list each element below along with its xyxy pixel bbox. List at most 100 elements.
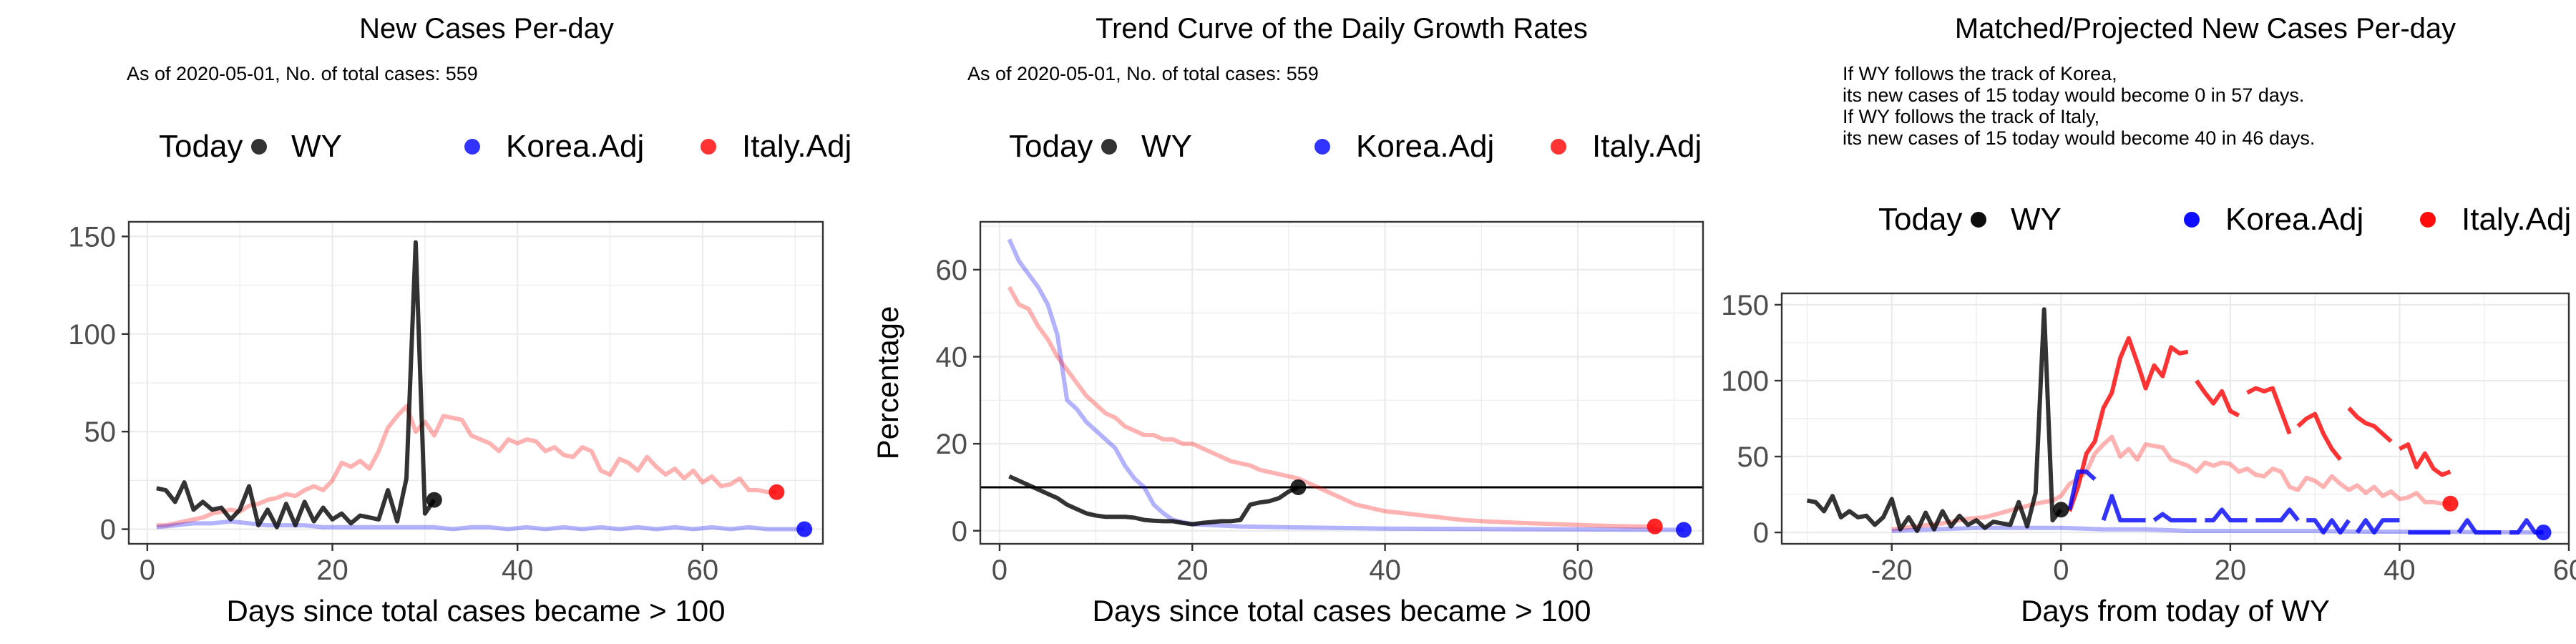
plot-panel bbox=[980, 222, 1703, 544]
series-line bbox=[1891, 434, 2451, 532]
today-point-korea-adj bbox=[1676, 522, 1692, 538]
legend-label-italy-adj: Italy.Adj bbox=[1592, 129, 1702, 164]
plot-border bbox=[979, 220, 1704, 545]
series-line bbox=[2398, 442, 2451, 477]
series-line bbox=[2296, 411, 2342, 462]
legend-title: Today bbox=[159, 129, 243, 164]
x-tick-label: 0 bbox=[140, 555, 155, 586]
axes: 0 20 40 60 0 20 40 60 Days since total cases bec… bbox=[871, 255, 1594, 628]
series-line bbox=[2306, 518, 2351, 535]
y-tick-label: 150 bbox=[1721, 290, 1769, 321]
panel-projected-cases: Matched/Projected New Cases Per-day If WY… bbox=[1721, 13, 2576, 628]
plot-border bbox=[1780, 292, 2570, 545]
series-line bbox=[2067, 469, 2097, 510]
legend-label-italy-adj: Italy.Adj bbox=[2462, 202, 2571, 237]
today-point-italy-adj bbox=[769, 484, 785, 500]
y-tick-label: 0 bbox=[1753, 517, 1769, 549]
series-line bbox=[2355, 518, 2400, 535]
x-tick-label: 40 bbox=[2384, 555, 2416, 586]
legend-key-wy bbox=[1971, 212, 1986, 228]
y-tick-label: 50 bbox=[84, 416, 117, 448]
grid bbox=[980, 222, 1703, 544]
series-italy-adj-matched bbox=[1891, 434, 2451, 532]
series-line bbox=[156, 519, 805, 532]
axes: 0 20 40 60 0 50 100 150 Days since total cases b… bbox=[68, 221, 725, 628]
series-line bbox=[1806, 307, 2063, 533]
axes: -20 0 20 40 60 0 50 100 150 Days from today of WY bbox=[1721, 290, 2576, 628]
legend-title: Today bbox=[1009, 129, 1093, 164]
legend: Today WY Korea.Adj Italy.Adj bbox=[1878, 202, 2571, 237]
legend-key-korea-adj bbox=[1314, 139, 1330, 155]
legend-key-korea-adj bbox=[2184, 212, 2200, 228]
y-tick-label: 60 bbox=[936, 255, 968, 286]
today-point-italy-adj-projected bbox=[2442, 495, 2459, 512]
chart-title: Trend Curve of the Daily Growth Rates bbox=[1096, 13, 1588, 44]
series-line bbox=[2205, 507, 2248, 523]
x-tick-label: 60 bbox=[1562, 555, 1594, 586]
x-tick-label: 20 bbox=[316, 555, 348, 586]
chart-title: New Cases Per-day bbox=[359, 13, 614, 44]
today-point-wy bbox=[1290, 479, 1307, 495]
legend-label-wy: WY bbox=[2011, 202, 2062, 237]
today-point-korea-adj bbox=[796, 521, 813, 537]
series-line bbox=[1008, 474, 1299, 527]
series-line bbox=[2246, 386, 2292, 435]
legend-label-italy-adj: Italy.Adj bbox=[742, 129, 852, 164]
series-wy bbox=[1806, 307, 2063, 533]
x-tick-label: -20 bbox=[1871, 555, 1913, 586]
x-tick-label: 0 bbox=[992, 555, 1008, 586]
y-axis-label: Percentage bbox=[871, 306, 904, 460]
legend-title: Today bbox=[1878, 202, 1962, 237]
series-line bbox=[2255, 507, 2300, 523]
series-line bbox=[2195, 379, 2240, 418]
series-korea-adj bbox=[156, 519, 805, 532]
y-tick-label: 50 bbox=[1737, 441, 1770, 473]
chart-subtitle-line: If WY follows the track of Korea, bbox=[1843, 63, 2117, 84]
series-line bbox=[156, 404, 777, 528]
y-tick-label: 150 bbox=[68, 221, 116, 253]
series-line bbox=[2152, 512, 2197, 523]
today-point-korea-adj-projected bbox=[2535, 525, 2552, 541]
series-wy bbox=[1008, 474, 1299, 527]
y-tick-label: 40 bbox=[936, 342, 968, 374]
series-italy-adj bbox=[1007, 286, 1655, 529]
legend-key-italy-adj bbox=[701, 139, 716, 155]
series-line bbox=[1007, 286, 1655, 529]
panel-new-cases: New Cases Per-day As of 2020-05-01, No. o… bbox=[68, 13, 852, 628]
legend: Today WY Korea.Adj Italy.Adj bbox=[159, 129, 852, 164]
series-italy-adj-projected bbox=[2067, 336, 2451, 512]
x-axis-label: Days since total cases became > 100 bbox=[227, 594, 726, 628]
series-line bbox=[2067, 336, 2189, 512]
legend-label-korea-adj: Korea.Adj bbox=[1356, 129, 1494, 164]
legend-key-italy-adj bbox=[1551, 139, 1566, 155]
legend-key-wy bbox=[1101, 139, 1117, 155]
series-korea-adj bbox=[1007, 238, 1684, 532]
chart-subtitle-line: As of 2020-05-01, No. of total cases: 55… bbox=[127, 63, 478, 84]
y-tick-label: 20 bbox=[936, 429, 968, 460]
legend-key-italy-adj bbox=[2420, 212, 2436, 228]
y-tick-label: 0 bbox=[100, 514, 116, 546]
x-tick-label: 40 bbox=[502, 555, 534, 586]
series-line bbox=[2457, 518, 2502, 535]
panel-growth-rates: Trend Curve of the Daily Growth Rates As … bbox=[871, 13, 1704, 628]
legend-label-wy: WY bbox=[291, 129, 342, 164]
x-axis-label: Days since total cases became > 100 bbox=[1093, 594, 1591, 628]
chart-subtitle-line: If WY follows the track of Italy, bbox=[1843, 106, 2099, 127]
chart-title: Matched/Projected New Cases Per-day bbox=[1955, 13, 2456, 44]
grid bbox=[1782, 293, 2570, 544]
today-point-wy bbox=[426, 492, 442, 508]
chart-subtitle-line: its new cases of 15 today would become 4… bbox=[1843, 127, 2315, 149]
chart-subtitle-line: As of 2020-05-01, No. of total cases: 55… bbox=[967, 63, 1319, 84]
legend-key-korea-adj bbox=[464, 139, 480, 155]
series-korea-adj-projected bbox=[2067, 469, 2544, 535]
x-tick-label: 60 bbox=[687, 555, 719, 586]
x-tick-label: 20 bbox=[2215, 555, 2247, 586]
series-line bbox=[2101, 494, 2146, 523]
series-line bbox=[2347, 406, 2393, 444]
x-tick-label: 40 bbox=[1369, 555, 1401, 586]
chart-subtitle-line: its new cases of 15 today would become 0… bbox=[1843, 84, 2304, 106]
series-italy-adj bbox=[156, 404, 777, 528]
y-tick-label: 0 bbox=[952, 516, 967, 547]
x-axis-label: Days from today of WY bbox=[2021, 594, 2330, 628]
